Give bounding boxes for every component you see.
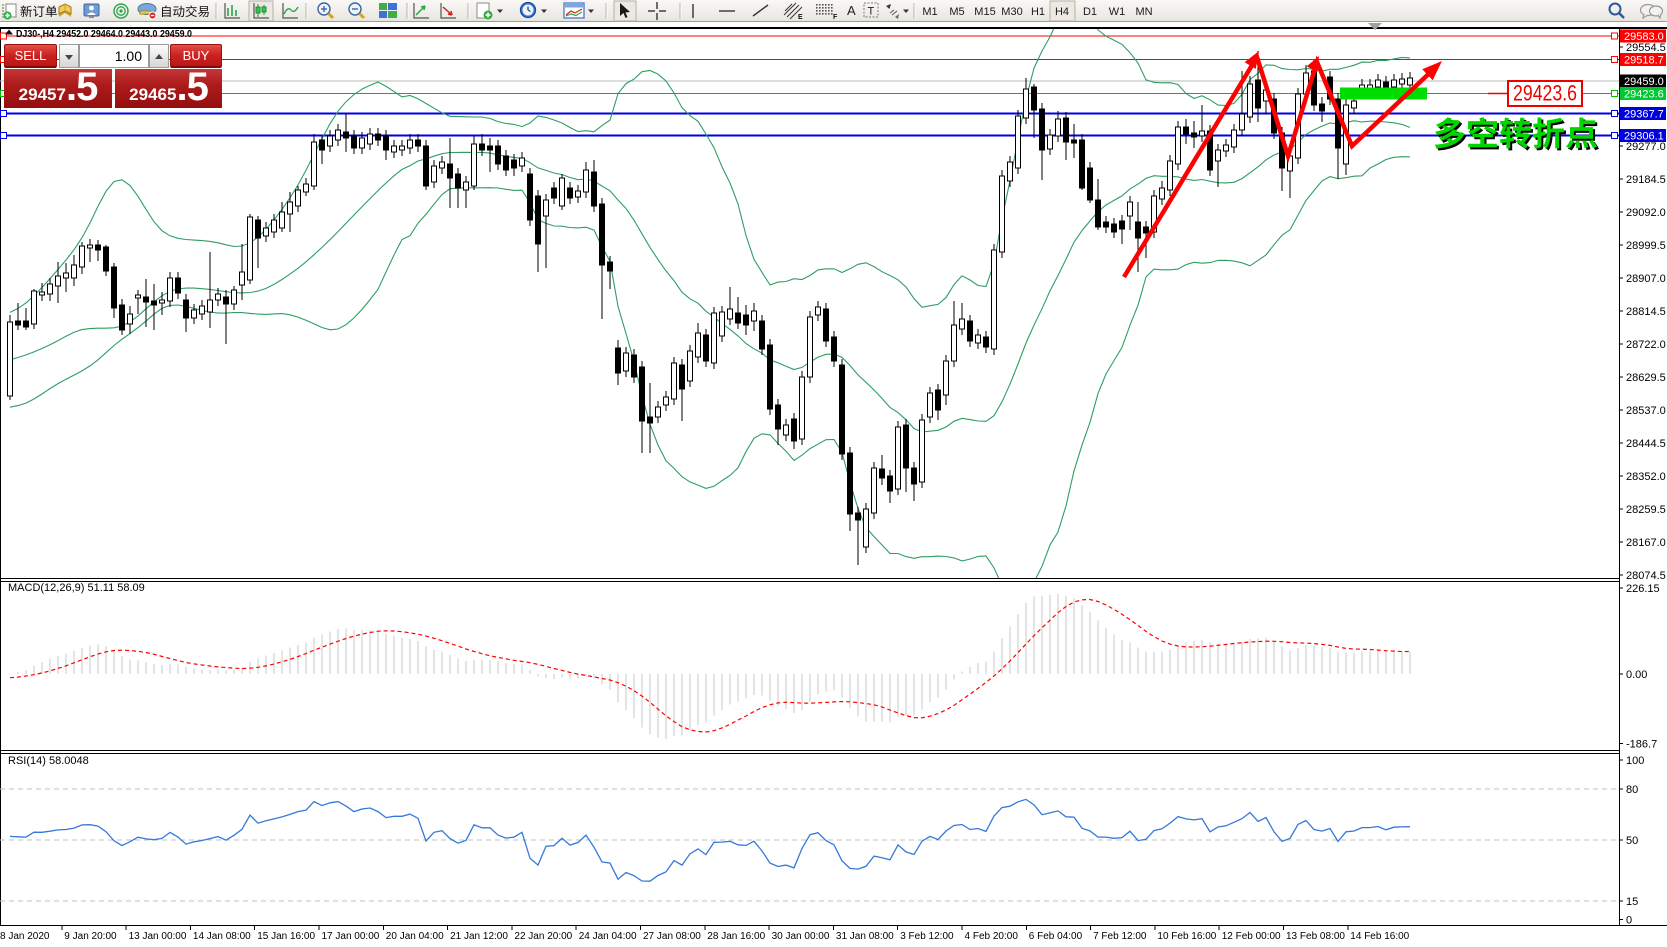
- svg-text:0.00: 0.00: [1626, 669, 1647, 681]
- svg-text:F: F: [833, 14, 838, 21]
- svg-text:E: E: [798, 14, 803, 21]
- svg-text:9 Jan 20:00: 9 Jan 20:00: [64, 931, 117, 942]
- svg-text:3 Feb 12:00: 3 Feb 12:00: [900, 931, 954, 942]
- svg-text:28999.5: 28999.5: [1626, 240, 1666, 252]
- svg-text:MACD(12,26,9) 51.11 58.09: MACD(12,26,9) 51.11 58.09: [8, 582, 145, 594]
- svg-text:28722.0: 28722.0: [1626, 339, 1666, 351]
- svg-text:29423.6: 29423.6: [1624, 89, 1664, 101]
- svg-text:RSI(14) 58.0048: RSI(14) 58.0048: [8, 755, 89, 767]
- svg-text:12 Feb 00:00: 12 Feb 00:00: [1222, 931, 1281, 942]
- svg-text:D1: D1: [1083, 6, 1097, 18]
- svg-text:28259.5: 28259.5: [1626, 504, 1666, 516]
- svg-text:29367.7: 29367.7: [1624, 109, 1664, 121]
- svg-text:7 Feb 12:00: 7 Feb 12:00: [1093, 931, 1147, 942]
- svg-text:226.15: 226.15: [1626, 583, 1660, 595]
- svg-text:M1: M1: [922, 6, 937, 18]
- svg-text:15: 15: [1626, 896, 1638, 908]
- svg-text:24 Jan 04:00: 24 Jan 04:00: [579, 931, 637, 942]
- svg-text:8 Jan 2020: 8 Jan 2020: [0, 931, 50, 942]
- svg-text:17 Jan 00:00: 17 Jan 00:00: [322, 931, 380, 942]
- svg-text:27 Jan 08:00: 27 Jan 08:00: [643, 931, 701, 942]
- svg-text:DJ30-,H4 29452.0 29464.0 2944: DJ30-,H4 29452.0 29464.0 29443.0 29459.0: [16, 28, 192, 40]
- svg-text:28907.0: 28907.0: [1626, 273, 1666, 285]
- svg-text:14 Feb 16:00: 14 Feb 16:00: [1350, 931, 1409, 942]
- svg-text:28629.5: 28629.5: [1626, 372, 1666, 384]
- svg-text:28 Jan 16:00: 28 Jan 16:00: [707, 931, 765, 942]
- svg-text:M15: M15: [974, 6, 995, 18]
- svg-text:13 Jan 00:00: 13 Jan 00:00: [129, 931, 187, 942]
- svg-text:50: 50: [1626, 835, 1638, 847]
- svg-text:80: 80: [1626, 784, 1638, 796]
- svg-text:29554.5: 29554.5: [1626, 42, 1666, 54]
- svg-text:28167.0: 28167.0: [1626, 537, 1666, 549]
- svg-text:28814.5: 28814.5: [1626, 306, 1666, 318]
- svg-text:A: A: [847, 3, 856, 18]
- svg-text:100: 100: [1626, 755, 1644, 767]
- svg-text:29277.0: 29277.0: [1626, 141, 1666, 153]
- svg-text:-186.7: -186.7: [1626, 739, 1657, 751]
- svg-text:W1: W1: [1109, 6, 1126, 18]
- svg-text:21 Jan 12:00: 21 Jan 12:00: [450, 931, 508, 942]
- svg-text:29518.7: 29518.7: [1624, 55, 1664, 67]
- svg-text:28537.0: 28537.0: [1626, 405, 1666, 417]
- svg-text:0: 0: [1626, 915, 1632, 927]
- svg-text:4 Feb 20:00: 4 Feb 20:00: [965, 931, 1019, 942]
- svg-text:MN: MN: [1135, 6, 1152, 18]
- svg-text:30 Jan 00:00: 30 Jan 00:00: [772, 931, 830, 942]
- svg-text:29423.6: 29423.6: [1513, 81, 1577, 106]
- svg-text:28444.5: 28444.5: [1626, 438, 1666, 450]
- svg-text:28352.0: 28352.0: [1626, 471, 1666, 483]
- svg-text:13 Feb 08:00: 13 Feb 08:00: [1286, 931, 1345, 942]
- svg-text:29092.0: 29092.0: [1626, 207, 1666, 219]
- svg-text:15 Jan 16:00: 15 Jan 16:00: [257, 931, 315, 942]
- svg-text:20 Jan 04:00: 20 Jan 04:00: [386, 931, 444, 942]
- svg-text:M30: M30: [1001, 6, 1022, 18]
- svg-text:14 Jan 08:00: 14 Jan 08:00: [193, 931, 251, 942]
- svg-text:29184.5: 29184.5: [1626, 174, 1666, 186]
- svg-text:29459.0: 29459.0: [1624, 76, 1664, 88]
- svg-text:22 Jan 20:00: 22 Jan 20:00: [514, 931, 572, 942]
- svg-text:6 Feb 04:00: 6 Feb 04:00: [1029, 931, 1083, 942]
- svg-text:T: T: [868, 6, 875, 18]
- svg-text:10 Feb 16:00: 10 Feb 16:00: [1157, 931, 1216, 942]
- svg-text:M5: M5: [949, 6, 964, 18]
- svg-text:29306.1: 29306.1: [1624, 131, 1664, 143]
- svg-text:29583.0: 29583.0: [1624, 31, 1664, 43]
- svg-text:31 Jan 08:00: 31 Jan 08:00: [836, 931, 894, 942]
- svg-text:H4: H4: [1055, 6, 1069, 18]
- svg-text:28074.5: 28074.5: [1626, 570, 1666, 582]
- svg-text:H1: H1: [1031, 6, 1045, 18]
